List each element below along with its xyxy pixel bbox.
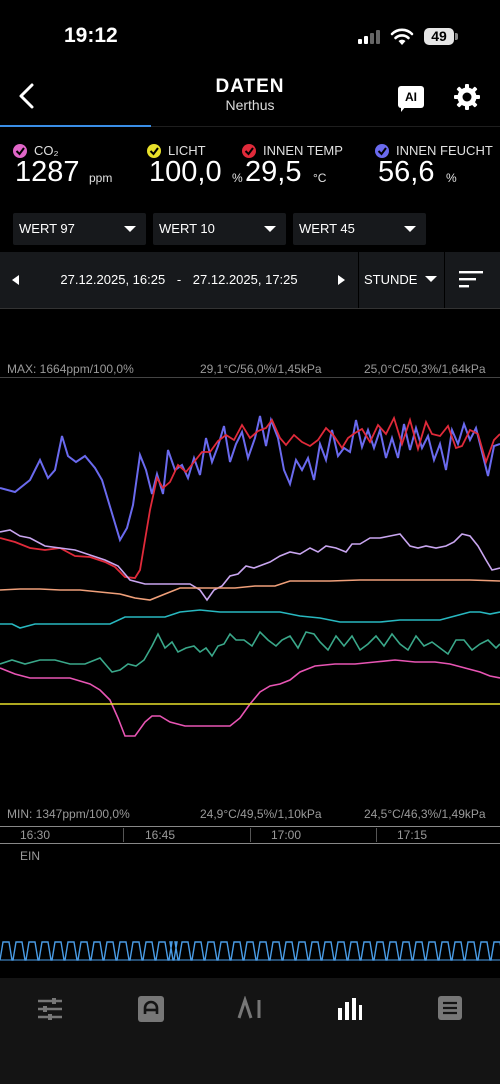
min-label-co2: MIN: 1347ppm/100,0% xyxy=(7,807,130,821)
cellular-signal-icon xyxy=(358,30,382,44)
wifi-icon xyxy=(390,28,414,45)
min-line xyxy=(0,826,500,827)
min-label-env1: 24,9°C/49,5%/1,10kPa xyxy=(200,807,322,821)
min-label-env2: 24,5°C/46,3%/1,49kPa xyxy=(364,807,486,821)
metric-value: 56,6 xyxy=(378,156,435,188)
list-icon[interactable] xyxy=(438,996,464,1022)
date-separator: - xyxy=(176,272,182,287)
metric-label: INNEN TEMP xyxy=(263,143,343,158)
battery-tip xyxy=(455,33,458,40)
metric-label: CO₂ xyxy=(34,143,59,158)
sliders-icon[interactable] xyxy=(37,996,63,1022)
divider xyxy=(358,252,359,308)
time-tick: 16:30 xyxy=(20,828,51,842)
tick-mark xyxy=(250,828,251,842)
date-bar-bottom-border xyxy=(0,308,500,309)
page-subtitle: Nerthus xyxy=(225,97,275,113)
chevron-down-icon xyxy=(124,226,136,232)
metric-unit: ppm xyxy=(89,171,113,185)
metric-unit: °C xyxy=(313,171,327,185)
max-label-env1: 29,1°C/56,0%/1,45kPa xyxy=(200,362,322,376)
tick-mark xyxy=(123,828,124,842)
battery-icon: 49 xyxy=(424,28,454,45)
chevron-down-icon xyxy=(425,276,437,282)
time-tick: 17:00 xyxy=(271,828,302,842)
select-label: WERT 97 xyxy=(19,221,75,236)
series-lavender-line xyxy=(0,529,500,602)
ai-icon[interactable] xyxy=(237,996,263,1022)
series-orange-line xyxy=(0,579,500,601)
battery-level: 49 xyxy=(431,28,447,44)
series-cyan-line xyxy=(0,609,500,629)
series-pink-line xyxy=(0,659,500,737)
bottom-tab-bar xyxy=(0,978,500,1084)
check-icon xyxy=(147,144,161,158)
time-tick: 17:15 xyxy=(397,828,428,842)
divider xyxy=(444,252,445,308)
axis-line xyxy=(0,843,500,844)
page-title: DATEN xyxy=(215,76,285,97)
metric-unit: % xyxy=(446,171,457,185)
metric-value: 1287 xyxy=(15,156,80,188)
switch-state-label: EIN xyxy=(20,849,41,863)
chevron-down-icon xyxy=(404,226,416,232)
interval-label: STUNDE xyxy=(364,272,418,287)
triangle-left-icon xyxy=(12,275,19,285)
check-icon xyxy=(242,144,256,158)
check-icon xyxy=(13,144,27,158)
previous-period-button[interactable] xyxy=(0,252,32,308)
interval-select[interactable]: STUNDE xyxy=(359,252,444,308)
chevron-down-icon xyxy=(264,226,276,232)
max-line xyxy=(0,377,500,378)
tick-mark xyxy=(376,828,377,842)
series-innen-feucht-line xyxy=(0,415,500,543)
check-marks xyxy=(15,147,387,156)
active-tab-indicator xyxy=(0,125,151,127)
sort-button[interactable] xyxy=(445,252,500,308)
ai-button[interactable]: AI xyxy=(398,86,424,112)
ai-button-label: AI xyxy=(405,90,417,104)
check-icon xyxy=(375,144,389,158)
metric-unit: % xyxy=(232,171,243,185)
metric-label: LICHT xyxy=(168,143,206,158)
back-button[interactable] xyxy=(16,82,38,110)
sort-lines-icon xyxy=(459,271,483,288)
status-time: 19:12 xyxy=(64,24,118,47)
switch-state-line xyxy=(0,941,500,961)
series-innen-temp-line xyxy=(0,415,500,579)
date-range[interactable]: 27.12.2025, 16:25 - 27.12.2025, 17:25 xyxy=(0,272,358,287)
time-tick: 16:45 xyxy=(145,828,176,842)
switch-state-chart xyxy=(0,941,500,961)
settings-gear-icon[interactable] xyxy=(453,83,481,111)
max-label-env2: 25,0°C/50,3%/1,64kPa xyxy=(364,362,486,376)
triangle-right-icon xyxy=(338,275,345,285)
metric-value: 100,0 xyxy=(149,156,222,188)
chart-icon[interactable] xyxy=(337,996,363,1022)
metric-label: INNEN FEUCHT xyxy=(396,143,493,158)
sensor-chart xyxy=(0,415,500,737)
value-select-1[interactable]: WERT 97 xyxy=(13,213,146,245)
date-end: 27.12.2025, 17:25 xyxy=(192,272,298,287)
select-label: WERT 45 xyxy=(299,221,355,236)
grow-icon[interactable] xyxy=(138,996,164,1022)
max-label-co2: MAX: 1664ppm/100,0% xyxy=(7,362,134,376)
metric-value: 29,5 xyxy=(245,156,302,188)
series-green-line xyxy=(0,630,500,673)
next-period-button[interactable] xyxy=(328,252,358,308)
header-divider xyxy=(0,126,500,127)
select-label: WERT 10 xyxy=(159,221,215,236)
ai-bubble-tail xyxy=(401,106,406,112)
value-select-2[interactable]: WERT 10 xyxy=(153,213,286,245)
value-select-3[interactable]: WERT 45 xyxy=(293,213,426,245)
date-start: 27.12.2025, 16:25 xyxy=(60,272,166,287)
